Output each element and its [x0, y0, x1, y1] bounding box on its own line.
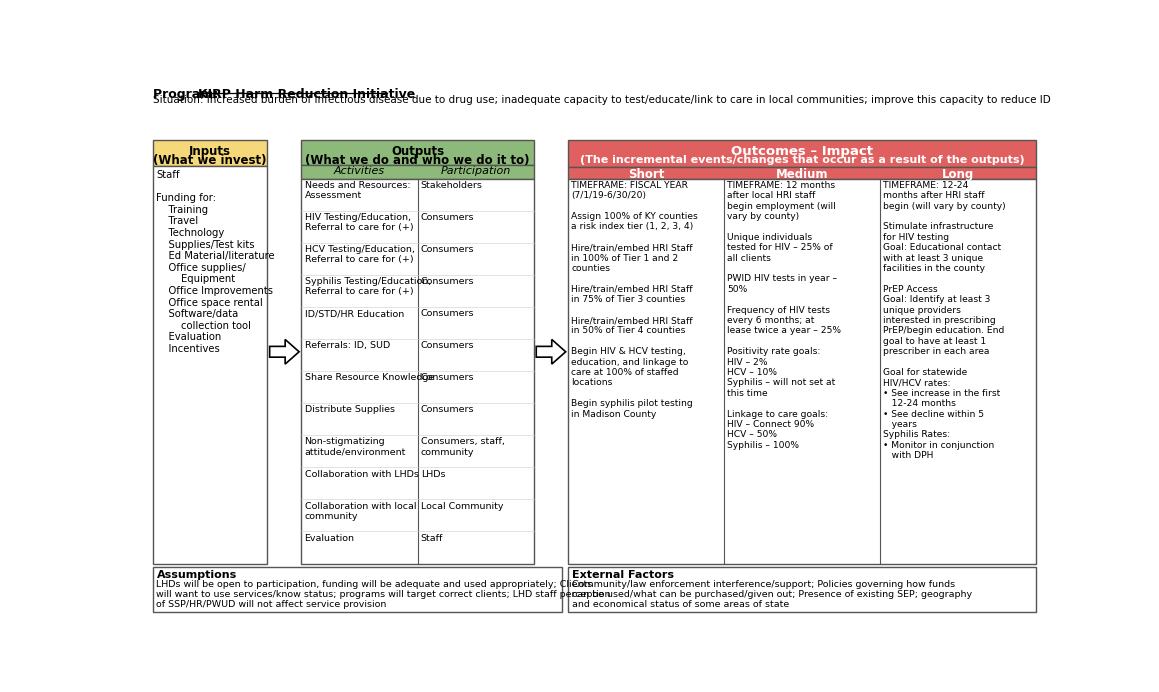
Text: HCV Testing/Education,
Referral to care for (+): HCV Testing/Education, Referral to care … [305, 245, 415, 264]
Text: KIRP Harm Reduction Initiative: KIRP Harm Reduction Initiative [197, 89, 415, 102]
Text: Outcomes – Impact: Outcomes – Impact [731, 145, 873, 158]
FancyBboxPatch shape [301, 140, 534, 165]
Text: (What we invest): (What we invest) [153, 154, 267, 167]
Text: Consumers: Consumers [421, 245, 474, 254]
Text: Participation: Participation [440, 166, 511, 176]
FancyBboxPatch shape [301, 165, 534, 179]
Text: Syphilis Testing/Education,
Referral to care for (+): Syphilis Testing/Education, Referral to … [305, 277, 431, 296]
FancyBboxPatch shape [153, 567, 562, 612]
FancyBboxPatch shape [568, 167, 1036, 179]
FancyBboxPatch shape [153, 140, 268, 166]
Text: Consumers: Consumers [421, 309, 474, 318]
Text: ID/STD/HR Education: ID/STD/HR Education [305, 309, 403, 318]
Text: Program:: Program: [153, 89, 223, 102]
Text: Staff: Staff [421, 534, 443, 543]
Text: External Factors: External Factors [571, 570, 673, 581]
Polygon shape [270, 340, 299, 364]
Text: TIMEFRAME: 12-24
months after HRI staff
begin (will vary by county)

Stimulate i: TIMEFRAME: 12-24 months after HRI staff … [883, 181, 1006, 460]
Text: Long: Long [942, 167, 975, 181]
FancyBboxPatch shape [568, 179, 1036, 563]
Text: Consumers: Consumers [421, 373, 474, 382]
Text: Medium: Medium [775, 167, 829, 181]
Text: Consumers: Consumers [421, 406, 474, 415]
Text: Consumers: Consumers [421, 277, 474, 286]
Text: Short: Short [628, 167, 664, 181]
FancyBboxPatch shape [568, 140, 1036, 167]
Text: Stakeholders: Stakeholders [421, 181, 482, 190]
FancyBboxPatch shape [568, 567, 1036, 612]
Text: (The incremental events/changes that occur as a result of the outputs): (The incremental events/changes that occ… [580, 156, 1025, 165]
Text: Consumers: Consumers [421, 213, 474, 222]
Text: Needs and Resources:
Assessment: Needs and Resources: Assessment [305, 181, 410, 200]
Text: TIMEFRAME: FISCAL YEAR
(7/1/19-6/30/20)

Assign 100% of KY counties
a risk index: TIMEFRAME: FISCAL YEAR (7/1/19-6/30/20) … [571, 181, 698, 419]
FancyBboxPatch shape [301, 179, 534, 563]
Text: Activities: Activities [334, 166, 385, 176]
Text: Inputs: Inputs [189, 145, 231, 158]
FancyBboxPatch shape [153, 166, 268, 563]
Polygon shape [537, 340, 566, 364]
Text: Collaboration with LHDs: Collaboration with LHDs [305, 470, 418, 479]
Text: Outputs: Outputs [391, 145, 444, 158]
Text: Non-stigmatizing
attitude/environment: Non-stigmatizing attitude/environment [305, 437, 406, 457]
Text: Local Community: Local Community [421, 502, 503, 511]
Text: Referrals: ID, SUD: Referrals: ID, SUD [305, 341, 389, 350]
Text: LHDs will be open to participation, funding will be adequate and used appropriat: LHDs will be open to participation, fund… [156, 580, 611, 610]
Text: Community/law enforcement interference/support; Policies governing how funds
can: Community/law enforcement interference/s… [571, 580, 972, 610]
Text: Consumers: Consumers [421, 341, 474, 350]
Text: LHDs: LHDs [421, 470, 445, 479]
Text: (What we do and who we do it to): (What we do and who we do it to) [306, 154, 530, 167]
Text: Share Resource Knowledge: Share Resource Knowledge [305, 373, 433, 382]
Text: Evaluation: Evaluation [305, 534, 355, 543]
Text: Collaboration with local
community: Collaboration with local community [305, 502, 416, 521]
Text: Staff

Funding for:
    Training
    Travel
    Technology
    Supplies/Test kit: Staff Funding for: Training Travel Techn… [156, 170, 275, 354]
Text: HIV Testing/Education,
Referral to care for (+): HIV Testing/Education, Referral to care … [305, 213, 413, 233]
Text: Situation: Increased burden of infectious disease due to drug use; inadequate ca: Situation: Increased burden of infectiou… [153, 95, 1050, 105]
Text: TIMEFRAME: 12 months
after local HRI staff
begin employment (will
vary by county: TIMEFRAME: 12 months after local HRI sta… [727, 181, 841, 450]
Text: Assumptions: Assumptions [156, 570, 236, 581]
Text: Distribute Supplies: Distribute Supplies [305, 406, 394, 415]
Text: Consumers, staff,
community: Consumers, staff, community [421, 437, 504, 457]
